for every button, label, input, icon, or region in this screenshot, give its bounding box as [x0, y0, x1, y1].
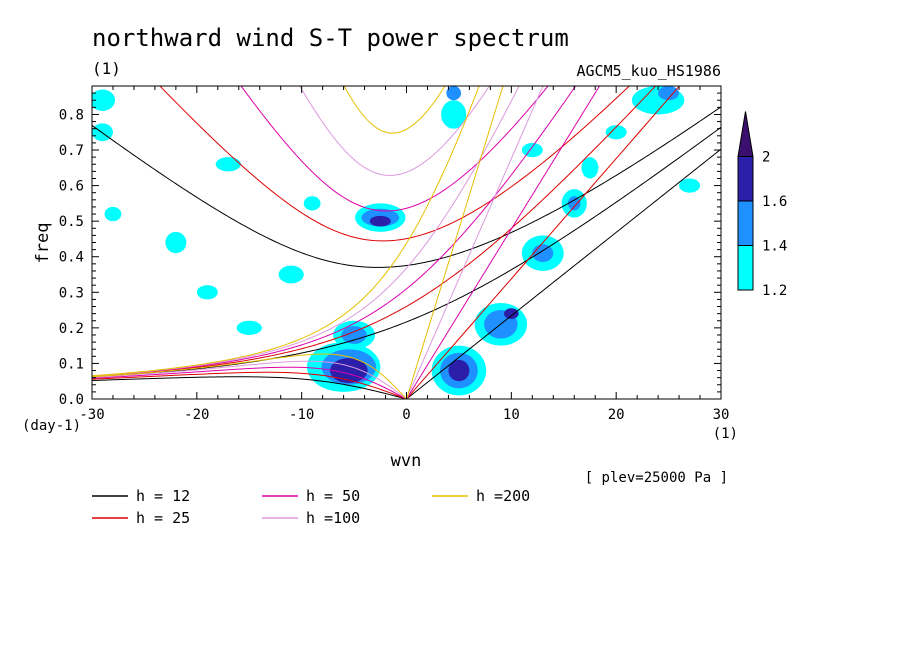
y-tick-label: 0.0 — [59, 392, 84, 408]
y-unit-label: (day-1) — [22, 418, 81, 434]
dispersion-curve-h25 — [92, 86, 681, 399]
legend-label: h = 25 — [136, 509, 190, 527]
colorbar-label: 1.2 — [762, 283, 787, 299]
curve-h25-rossby — [92, 371, 407, 399]
y-tick-label: 0.8 — [59, 107, 84, 123]
curve-h25-inertia-gravity — [159, 86, 630, 242]
curve-h50-kelvin — [406, 86, 601, 399]
power-region-7 — [369, 215, 391, 227]
power-region-20 — [446, 86, 462, 101]
legend-label: h =100 — [306, 509, 360, 527]
legend-item-h100: h =100 — [262, 509, 360, 527]
colorbar-segment-1 — [737, 200, 754, 246]
x-tick-label: -10 — [289, 407, 314, 423]
y-tick-label: 0.3 — [59, 285, 84, 301]
curve-h100-rossby — [92, 360, 407, 399]
power-region-23 — [92, 89, 116, 111]
legend-item-h12: h = 12 — [92, 487, 190, 505]
power-region-13 — [503, 308, 519, 319]
y-tick-label: 0.5 — [59, 214, 84, 230]
curve-h200-mrg — [92, 86, 480, 377]
x-tick-label: 10 — [503, 407, 520, 423]
y-tick-label: 0.2 — [59, 321, 84, 337]
x-tick-label: 30 — [713, 407, 730, 423]
curve-h100-kelvin — [406, 86, 544, 399]
x-tick-label: 20 — [608, 407, 625, 423]
y-axis-label: freq — [33, 223, 53, 264]
legend: h = 12 h = 25 h = 50 h =100 h =200 — [92, 487, 530, 527]
curve-h12-inertia-gravity — [92, 106, 721, 268]
dispersion-curve-layer — [92, 86, 721, 399]
curve-h50-mrg — [92, 86, 577, 377]
plot-area: -30 -20 -10 0 10 20 30 0.0 0.1 0.2 0.3 0.4 0.5 0.6 0.7… — [59, 85, 730, 423]
power-region-15 — [532, 244, 554, 263]
power-fill-layer — [92, 86, 701, 396]
colorbar-extension — [737, 111, 754, 157]
power-region-33 — [521, 142, 543, 158]
legend-label: h = 12 — [136, 487, 190, 505]
colorbar: 1.2 1.4 1.6 2 — [737, 111, 787, 299]
power-region-19 — [441, 100, 467, 129]
power-region-18 — [581, 157, 599, 179]
curve-h100-inertia-gravity — [299, 86, 490, 176]
y-tick-label: 0.4 — [59, 250, 84, 266]
legend-label: h =200 — [476, 487, 530, 505]
colorbar-label: 1.4 — [762, 239, 787, 255]
x-tick-label: -30 — [79, 407, 104, 423]
colorbar-label: 2 — [762, 150, 770, 166]
experiment-label: AGCM5_kuo_HS1986 — [577, 62, 722, 80]
curve-h50-rossby — [92, 366, 407, 399]
curve-h25-mrg — [92, 86, 657, 378]
power-region-10 — [448, 359, 470, 382]
power-region-34 — [605, 125, 627, 140]
power-region-22 — [658, 86, 680, 101]
x-axis-label: wvn — [391, 451, 422, 471]
chart-title: northward wind S-T power spectrum — [92, 24, 569, 52]
curve-h12-mrg — [92, 126, 721, 378]
y-tick-label: 0.1 — [59, 356, 84, 372]
tick-layer: -30 -20 -10 0 10 20 30 0.0 0.1 0.2 0.3 0.4 0.5 0.6 0.7… — [59, 85, 730, 423]
dispersion-curve-h12 — [92, 106, 721, 399]
x-unit-label: (1) — [713, 426, 738, 442]
power-region-26 — [165, 231, 187, 254]
curve-h12-kelvin — [406, 148, 721, 399]
power-region-30 — [303, 196, 321, 211]
legend-item-h50: h = 50 — [262, 487, 360, 505]
legend-label: h = 50 — [306, 487, 360, 505]
dispersion-curve-h50 — [92, 86, 601, 399]
colorbar-segment-0 — [737, 245, 754, 291]
dispersion-curve-h200 — [92, 86, 504, 399]
power-region-31 — [236, 320, 262, 335]
power-region-25 — [104, 206, 122, 222]
x-tick-label: -20 — [184, 407, 209, 423]
legend-item-h25: h = 25 — [92, 509, 190, 527]
x-tick-label: 0 — [402, 407, 410, 423]
level-annotation: [ plev=25000 Pa ] — [585, 470, 728, 486]
power-region-28 — [278, 265, 304, 284]
curve-h50-inertia-gravity — [240, 86, 549, 212]
power-region-32 — [679, 178, 701, 193]
colorbar-label: 1.6 — [762, 194, 787, 210]
power-region-27 — [196, 285, 218, 300]
colorbar-segment-2 — [737, 156, 754, 202]
legend-item-h200: h =200 — [432, 487, 530, 505]
power-region-17 — [567, 196, 581, 211]
curve-h200-kelvin — [406, 86, 504, 399]
power-region-29 — [215, 157, 241, 172]
y-tick-label: 0.7 — [59, 143, 84, 159]
unit-label: (1) — [92, 59, 121, 78]
curve-h12-rossby — [92, 376, 407, 399]
curve-h200-rossby — [92, 353, 407, 399]
power-region-4 — [341, 326, 367, 344]
y-tick-label: 0.6 — [59, 179, 84, 195]
curve-h25-kelvin — [406, 86, 681, 399]
curve-h200-inertia-gravity — [343, 86, 446, 134]
